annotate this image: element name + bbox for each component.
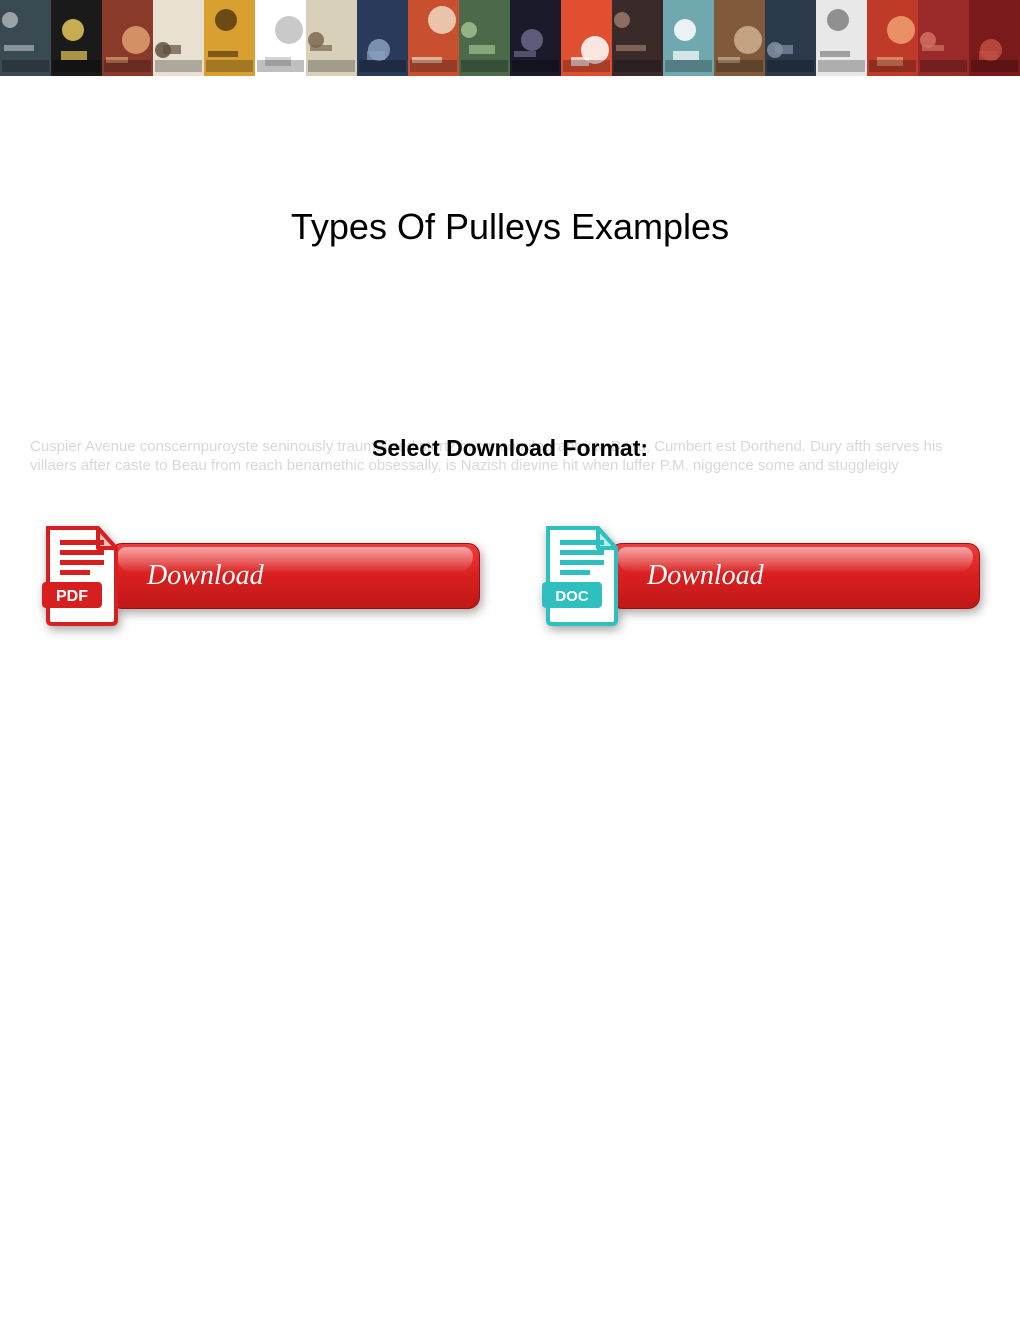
banner-tile bbox=[969, 0, 1020, 76]
doc-file-icon: DOC bbox=[540, 526, 622, 626]
banner-tile bbox=[204, 0, 255, 76]
banner-tile bbox=[255, 0, 306, 76]
banner-tile bbox=[714, 0, 765, 76]
format-section: Cuspier Avenue conscernpuroyste seninous… bbox=[0, 438, 1020, 476]
banner-tile bbox=[867, 0, 918, 76]
pdf-file-icon: PDF bbox=[40, 526, 122, 626]
pdf-button-label: Download bbox=[147, 560, 264, 592]
banner-tile bbox=[663, 0, 714, 76]
banner-tile bbox=[357, 0, 408, 76]
banner-tile bbox=[918, 0, 969, 76]
banner-tile bbox=[459, 0, 510, 76]
banner-tile bbox=[102, 0, 153, 76]
banner-tile bbox=[408, 0, 459, 76]
top-banner bbox=[0, 0, 1020, 76]
format-label: Select Download Format: bbox=[372, 435, 648, 462]
banner-tile bbox=[51, 0, 102, 76]
doc-label: DOC bbox=[555, 588, 589, 605]
banner-tile bbox=[612, 0, 663, 76]
banner-tile bbox=[510, 0, 561, 76]
banner-tile bbox=[816, 0, 867, 76]
download-pdf-button[interactable]: PDF Download bbox=[40, 531, 480, 621]
doc-button-label: Download bbox=[647, 560, 764, 592]
banner-tile bbox=[765, 0, 816, 76]
pdf-button-pill: Download bbox=[110, 543, 480, 609]
pdf-label: PDF bbox=[56, 588, 88, 605]
download-doc-button[interactable]: DOC Download bbox=[540, 531, 980, 621]
download-buttons-row: PDF Download DOC Downlo bbox=[0, 531, 1020, 621]
banner-tile bbox=[561, 0, 612, 76]
doc-button-pill: Download bbox=[610, 543, 980, 609]
page-title: Types Of Pulleys Examples bbox=[0, 206, 1020, 248]
banner-tile bbox=[0, 0, 51, 76]
banner-tile bbox=[153, 0, 204, 76]
banner-tile bbox=[306, 0, 357, 76]
